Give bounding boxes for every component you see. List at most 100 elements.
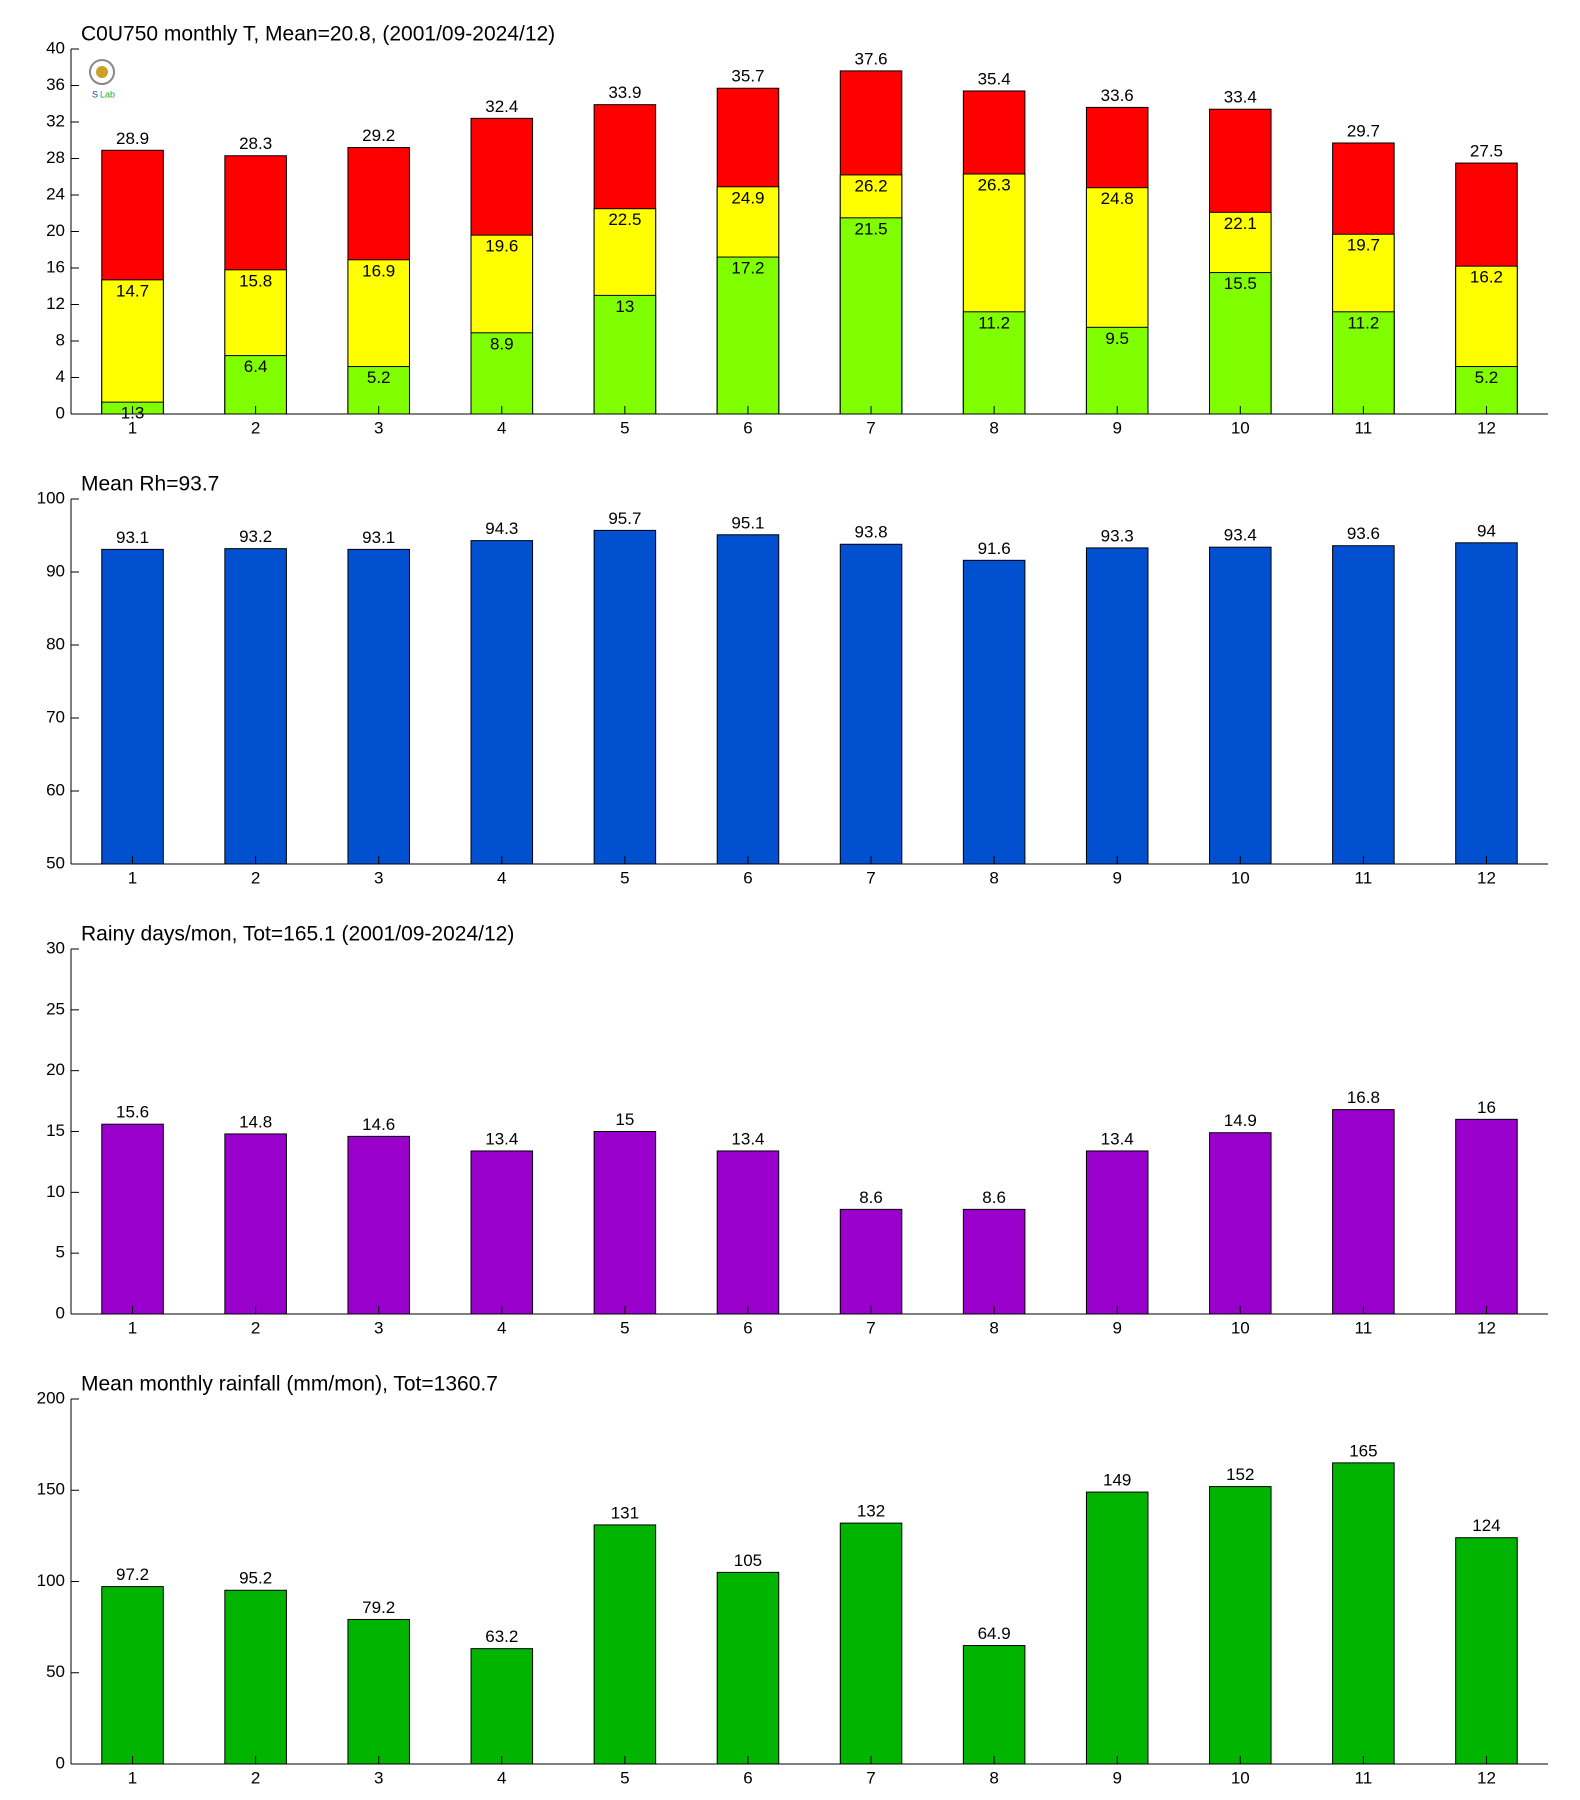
x-tick-label: 7	[866, 1768, 875, 1787]
logo: S Lab	[89, 59, 115, 99]
chart-title: Rainy days/mon, Tot=165.1 (2001/09-2024/…	[81, 923, 514, 946]
data-label: 149	[1103, 1471, 1131, 1490]
y-tick-label: 50	[46, 1662, 65, 1681]
bar	[839, 217, 903, 415]
y-tick-label: 36	[46, 75, 65, 94]
bar	[224, 1133, 287, 1315]
bar	[593, 1131, 657, 1315]
bar	[962, 1208, 1026, 1315]
x-tick-label: 4	[497, 1768, 506, 1787]
bar	[347, 548, 410, 865]
bar	[470, 332, 534, 415]
bar	[716, 534, 780, 865]
bar	[716, 1571, 780, 1765]
x-tick-label: 3	[374, 1318, 383, 1337]
y-tick-label: 0	[56, 403, 65, 422]
bar	[1085, 1150, 1149, 1315]
x-tick-label: 10	[1231, 868, 1250, 887]
x-tick-label: 7	[866, 868, 875, 887]
data-label: 9.5	[1105, 329, 1129, 348]
y-tick-label: 200	[37, 1388, 65, 1407]
x-tick-label: 8	[989, 418, 998, 437]
data-label: 13.4	[1101, 1129, 1134, 1148]
y-tick-label: 30	[46, 938, 65, 957]
data-label: 94	[1477, 521, 1496, 540]
bar	[962, 311, 1026, 415]
x-tick-label: 11	[1355, 868, 1373, 887]
bar	[1085, 547, 1149, 865]
y-tick-label: 20	[46, 221, 65, 240]
data-label: 13.4	[731, 1129, 764, 1148]
x-tick-label: 9	[1112, 1318, 1121, 1337]
x-tick-label: 7	[866, 418, 875, 437]
y-tick-label: 5	[56, 1243, 65, 1262]
y-tick-label: 12	[46, 294, 65, 313]
data-label: 15.6	[116, 1103, 149, 1122]
x-tick-label: 1	[128, 418, 137, 437]
svg-text:S: S	[92, 89, 98, 99]
y-tick-label: 60	[46, 780, 65, 799]
data-label: 28.3	[239, 134, 272, 153]
x-tick-label: 10	[1231, 1318, 1250, 1337]
x-tick-label: 4	[497, 418, 506, 437]
x-tick-label: 5	[620, 418, 629, 437]
x-tick-label: 9	[1112, 868, 1121, 887]
data-label: 33.9	[608, 83, 641, 102]
data-label: 97.2	[116, 1565, 149, 1584]
y-tick-label: 28	[46, 148, 65, 167]
y-tick-label: 24	[46, 184, 65, 203]
bar	[716, 1150, 780, 1315]
y-tick-label: 16	[46, 257, 65, 276]
data-label: 27.5	[1470, 142, 1503, 161]
data-label: 95.2	[239, 1569, 272, 1588]
bar	[1085, 1491, 1149, 1765]
data-label: 5.2	[1475, 368, 1499, 387]
data-label: 22.5	[608, 210, 641, 229]
x-tick-label: 3	[374, 868, 383, 887]
x-tick-label: 12	[1477, 868, 1496, 887]
data-label: 94.3	[485, 519, 518, 538]
x-tick-label: 9	[1112, 1768, 1121, 1787]
x-tick-label: 1	[128, 868, 137, 887]
data-label: 165	[1349, 1441, 1377, 1460]
chart-title: Mean Rh=93.7	[81, 473, 219, 496]
data-label: 21.5	[854, 219, 887, 238]
bar	[716, 256, 780, 415]
data-label: 26.3	[978, 175, 1011, 194]
x-tick-label: 8	[989, 868, 998, 887]
bar	[224, 548, 287, 865]
data-label: 132	[857, 1502, 885, 1521]
data-label: 6.4	[244, 357, 268, 376]
y-tick-label: 15	[46, 1121, 65, 1140]
x-tick-label: 5	[620, 868, 629, 887]
y-tick-label: 32	[46, 111, 65, 130]
data-label: 29.7	[1347, 121, 1380, 140]
data-label: 5.2	[367, 368, 391, 387]
y-tick-label: 0	[56, 1753, 65, 1772]
data-label: 15.5	[1224, 274, 1257, 293]
x-tick-label: 1	[128, 1768, 137, 1787]
data-label: 24.8	[1101, 189, 1134, 208]
x-tick-label: 1	[128, 1318, 137, 1337]
data-label: 95.1	[731, 513, 764, 532]
y-tick-label: 0	[56, 1303, 65, 1322]
data-label: 93.4	[1224, 526, 1257, 545]
data-label: 13.4	[485, 1129, 518, 1148]
data-label: 26.2	[854, 176, 887, 195]
x-tick-label: 10	[1231, 418, 1250, 437]
y-tick-label: 150	[37, 1480, 65, 1499]
bar	[470, 540, 534, 865]
data-label: 13	[615, 297, 634, 316]
bar	[1209, 272, 1272, 415]
x-tick-label: 2	[251, 418, 260, 437]
chart-title: C0U750 monthly T, Mean=20.8, (2001/09-20…	[81, 23, 555, 46]
y-tick-label: 50	[46, 853, 65, 872]
y-tick-label: 80	[46, 634, 65, 653]
x-tick-label: 6	[743, 418, 752, 437]
data-label: 11.2	[1347, 313, 1379, 332]
data-label: 28.9	[116, 129, 149, 148]
data-label: 95.7	[608, 509, 641, 528]
data-label: 15.8	[239, 271, 272, 290]
x-tick-label: 3	[374, 1768, 383, 1787]
